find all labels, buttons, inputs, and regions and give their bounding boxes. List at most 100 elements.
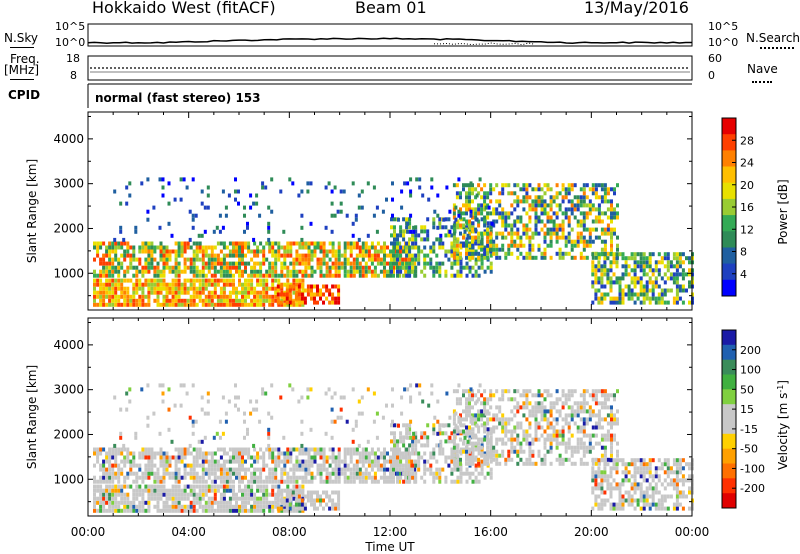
power-cell (666, 252, 670, 257)
velocity-cell (201, 459, 205, 464)
velocity-cell (207, 496, 211, 501)
power-cell (393, 225, 396, 230)
velocity-cell (198, 504, 202, 509)
velocity-cell (657, 478, 661, 483)
power-cell (465, 273, 469, 278)
velocity-cell (519, 425, 523, 430)
power-cell (603, 296, 607, 301)
velocity-cell (297, 506, 301, 511)
power-cell (582, 195, 586, 200)
power-cell (477, 223, 481, 228)
velocity-cell (561, 401, 565, 406)
power-cell (300, 284, 304, 289)
power-cell (471, 239, 474, 244)
power-cell (213, 302, 217, 307)
velocity-cell (180, 488, 184, 493)
power-cell (612, 296, 616, 301)
power-cell (129, 302, 133, 307)
velocity-cell (534, 393, 538, 398)
power-cell (159, 273, 163, 278)
velocity-cell (144, 455, 148, 460)
power-cell (666, 300, 670, 305)
velocity-cell (105, 451, 109, 456)
velocity-cell (355, 467, 359, 472)
power-cell (411, 269, 415, 274)
power-cell (432, 269, 436, 274)
power-cell (316, 245, 320, 250)
velocity-cell (405, 467, 409, 472)
velocity-cell (600, 486, 604, 491)
power-cell (300, 237, 304, 242)
velocity-cell (322, 455, 326, 460)
power-cell (334, 249, 338, 254)
power-cell (259, 241, 263, 246)
power-cell (180, 282, 184, 287)
power-cell (319, 245, 323, 250)
power-cell (316, 292, 319, 297)
velocity-cell (250, 479, 254, 484)
velocity-cell (537, 393, 541, 398)
power-cell (555, 239, 559, 244)
power-cell (408, 225, 412, 230)
power-cell (292, 241, 296, 246)
velocity-cell (191, 419, 195, 424)
power-cell (174, 261, 178, 266)
velocity-cell (408, 471, 412, 476)
velocity-cell (396, 439, 399, 444)
power-cell (555, 183, 559, 188)
velocity-cell (456, 479, 460, 484)
power-cell (606, 231, 610, 236)
power-cell (688, 300, 691, 305)
power-cell (399, 253, 403, 258)
velocity-cell (159, 459, 163, 464)
velocity-cell (688, 506, 691, 511)
velocity-cell (534, 413, 538, 418)
power-cell (459, 207, 462, 212)
velocity-cell (295, 459, 299, 464)
power-cell (370, 273, 374, 278)
velocity-cell (132, 479, 136, 484)
power-cell (480, 203, 484, 208)
power-cell (519, 239, 523, 244)
power-cell (376, 257, 380, 262)
power-cell (171, 286, 175, 291)
power-cell (283, 261, 287, 266)
velocity-cell (219, 463, 223, 468)
power-cell (201, 253, 205, 258)
power-cell (219, 257, 223, 262)
power-cell (241, 298, 244, 303)
power-cell (117, 286, 121, 291)
power-cell (126, 265, 130, 270)
velocity-cell (498, 417, 502, 422)
velocity-cell (501, 429, 505, 434)
velocity-cell (105, 492, 109, 497)
power-cell (582, 203, 586, 208)
velocity-cell (147, 492, 151, 497)
velocity-cell (322, 490, 325, 495)
power-cell (138, 286, 142, 291)
velocity-cell (534, 409, 538, 414)
power-cell (585, 211, 589, 216)
power-cell (615, 264, 619, 269)
velocity-cell (313, 506, 316, 511)
velocity-cell (627, 462, 631, 467)
power-cell (474, 241, 478, 246)
power-cell (310, 292, 313, 297)
power-cell (271, 278, 275, 283)
velocity-cell (489, 449, 493, 454)
power-cell (328, 273, 332, 278)
velocity-cell (516, 449, 520, 454)
velocity-cell (147, 467, 151, 472)
velocity-cell (465, 425, 468, 430)
power-cell (600, 276, 604, 281)
velocity-cell (159, 496, 163, 501)
power-cell (210, 245, 214, 250)
velocity-cell (286, 451, 290, 456)
power-cell (232, 282, 235, 287)
velocity-cell (549, 437, 553, 442)
power-cell (618, 252, 622, 257)
power-cell (328, 241, 332, 246)
velocity-cell (570, 405, 574, 410)
power-cell (516, 227, 520, 232)
velocity-cell (555, 421, 559, 426)
